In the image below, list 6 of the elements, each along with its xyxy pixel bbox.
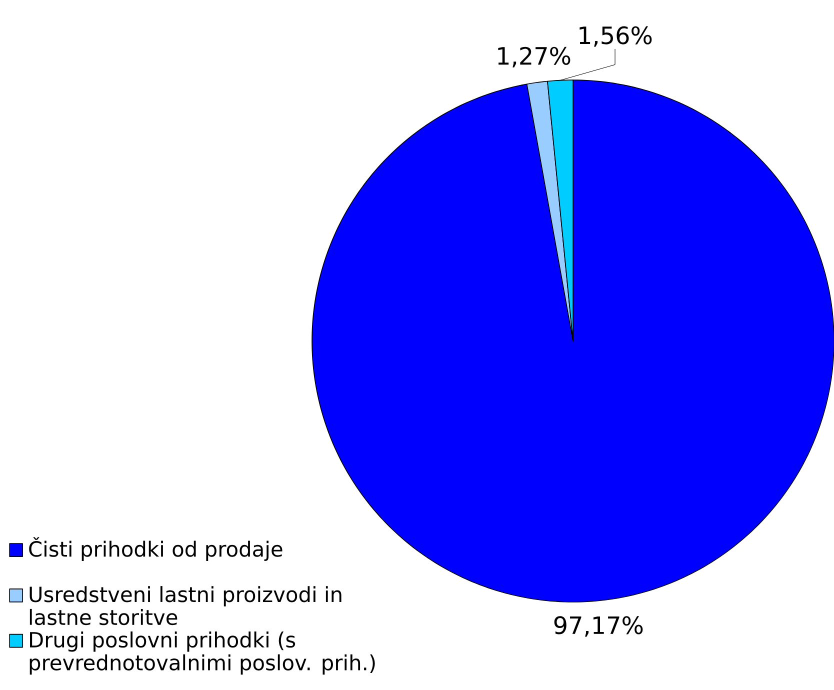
legend-label: Usredstveni lastni proizvodi in lastne storitve: [30, 586, 342, 626]
legend-label: Čisti prihodki od prodaje: [29, 537, 282, 561]
legend-label: Drugi poslovni prihodki (s prevrednotovalnimi poslov. prih.): [30, 631, 375, 675]
data-label: 97,17%: [554, 616, 643, 637]
data-label: 1,27%: [498, 46, 570, 68]
data-label: 1,56%: [580, 26, 652, 47]
